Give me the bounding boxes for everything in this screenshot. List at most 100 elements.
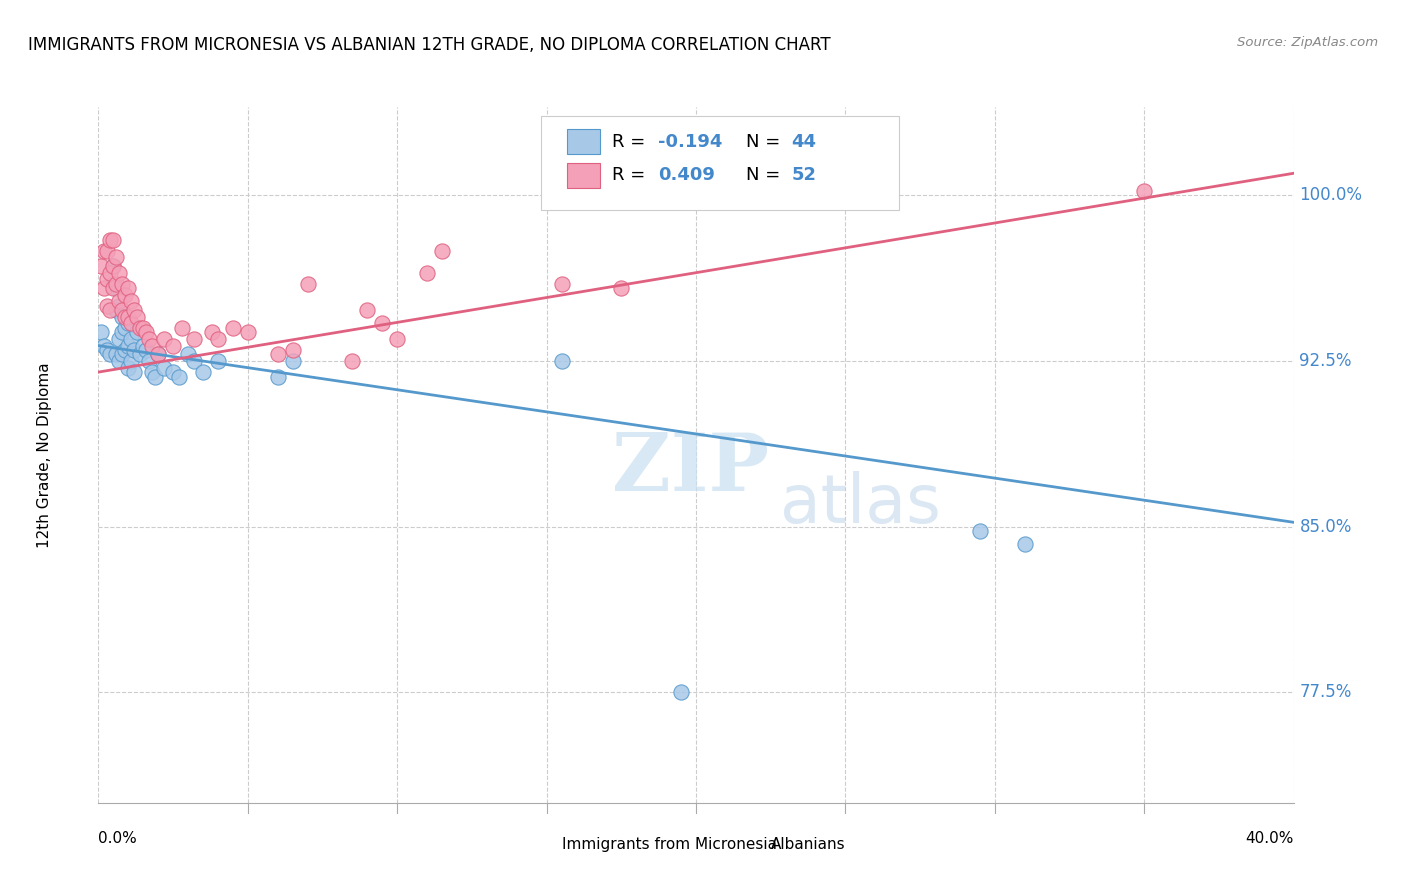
Point — [105, 250, 128, 264]
Point — [103, 233, 125, 247]
Text: R =: R = — [612, 133, 651, 151]
Point — [297, 277, 319, 291]
Text: R =: R = — [612, 166, 651, 185]
Point — [108, 354, 131, 368]
Point — [117, 338, 139, 352]
Point — [111, 326, 134, 340]
Point — [114, 287, 136, 301]
Point — [1133, 184, 1156, 198]
Point — [127, 326, 149, 340]
Text: 77.5%: 77.5% — [1299, 683, 1353, 701]
Point — [183, 332, 205, 346]
Point — [281, 354, 304, 368]
Point — [201, 326, 224, 340]
Point — [111, 277, 134, 291]
Point — [207, 354, 229, 368]
Point — [550, 354, 572, 368]
Point — [969, 524, 991, 538]
Point — [120, 332, 142, 346]
Text: 85.0%: 85.0% — [1299, 517, 1353, 536]
FancyBboxPatch shape — [738, 834, 763, 855]
Point — [141, 338, 163, 352]
Text: IMMIGRANTS FROM MICRONESIA VS ALBANIAN 12TH GRADE, NO DIPLOMA CORRELATION CHART: IMMIGRANTS FROM MICRONESIA VS ALBANIAN 1… — [28, 36, 831, 54]
Point — [669, 685, 692, 699]
Point — [610, 281, 633, 295]
Point — [172, 321, 194, 335]
Text: 40.0%: 40.0% — [1246, 830, 1294, 846]
Point — [236, 326, 259, 340]
Point — [138, 354, 160, 368]
Text: N =: N = — [747, 166, 786, 185]
Point — [153, 332, 176, 346]
Point — [103, 259, 125, 273]
Text: 52: 52 — [792, 166, 817, 185]
Point — [127, 310, 149, 324]
Point — [120, 294, 142, 309]
FancyBboxPatch shape — [567, 129, 600, 154]
Point — [148, 347, 170, 361]
Point — [385, 332, 409, 346]
Point — [96, 272, 118, 286]
Point — [141, 365, 163, 379]
Point — [124, 365, 146, 379]
Text: 12th Grade, No Diploma: 12th Grade, No Diploma — [37, 362, 52, 548]
Point — [124, 303, 146, 318]
Point — [129, 347, 152, 361]
Point — [98, 233, 122, 247]
Point — [108, 294, 131, 309]
Point — [108, 299, 131, 313]
Text: atlas: atlas — [779, 471, 941, 537]
Point — [120, 317, 142, 331]
Point — [114, 343, 136, 357]
Point — [191, 365, 214, 379]
Point — [183, 354, 205, 368]
Text: Source: ZipAtlas.com: Source: ZipAtlas.com — [1237, 36, 1378, 49]
Point — [93, 338, 115, 352]
Point — [267, 347, 290, 361]
Point — [132, 321, 155, 335]
Point — [132, 338, 155, 352]
FancyBboxPatch shape — [567, 162, 600, 187]
Point — [162, 338, 184, 352]
Point — [416, 266, 439, 280]
Point — [222, 321, 245, 335]
Point — [96, 343, 118, 357]
Point — [129, 321, 152, 335]
Point — [371, 317, 394, 331]
Point — [117, 360, 139, 375]
Point — [103, 259, 125, 273]
Text: Albanians: Albanians — [772, 837, 846, 852]
Point — [135, 326, 157, 340]
Text: N =: N = — [747, 133, 786, 151]
FancyBboxPatch shape — [540, 116, 900, 210]
Text: 100.0%: 100.0% — [1299, 186, 1362, 204]
Point — [1014, 537, 1036, 551]
Point — [281, 343, 304, 357]
Point — [148, 347, 170, 361]
Point — [430, 244, 453, 258]
Point — [114, 321, 136, 335]
Point — [96, 244, 118, 258]
Point — [93, 244, 115, 258]
Text: Immigrants from Micronesia: Immigrants from Micronesia — [562, 837, 778, 852]
Point — [153, 360, 176, 375]
Point — [105, 347, 128, 361]
Point — [120, 354, 142, 368]
FancyBboxPatch shape — [529, 834, 555, 855]
Point — [111, 347, 134, 361]
Point — [90, 259, 112, 273]
Point — [124, 343, 146, 357]
Text: -0.194: -0.194 — [658, 133, 723, 151]
Point — [111, 310, 134, 324]
Point — [108, 266, 131, 280]
Point — [90, 326, 112, 340]
Point — [98, 347, 122, 361]
Point — [103, 277, 125, 291]
Point — [98, 303, 122, 318]
Point — [162, 365, 184, 379]
Point — [103, 281, 125, 295]
Text: 0.409: 0.409 — [658, 166, 714, 185]
Point — [111, 303, 134, 318]
Point — [135, 343, 157, 357]
Text: 44: 44 — [792, 133, 817, 151]
